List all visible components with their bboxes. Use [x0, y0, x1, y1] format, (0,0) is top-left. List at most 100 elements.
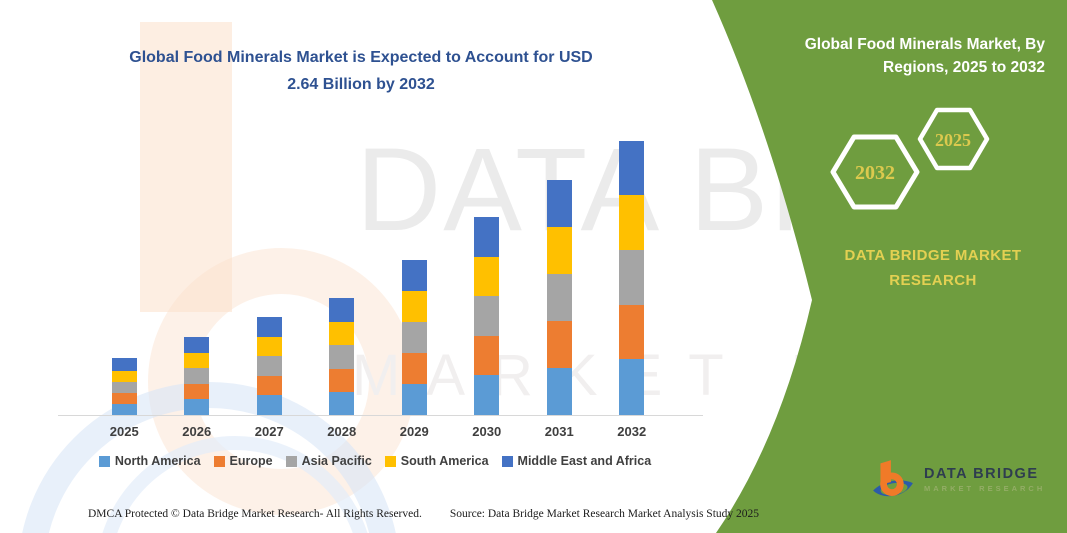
x-axis-label-2026: 2026 — [182, 424, 212, 439]
bar-segment-2032-middle-east-and-africa — [619, 141, 645, 195]
bar-segment-2030-europe — [474, 336, 500, 375]
legend-item-asia-pacific: Asia Pacific — [285, 454, 372, 468]
chart-title: Global Food Minerals Market is Expected … — [96, 44, 626, 98]
legend-swatch-icon — [285, 455, 297, 467]
brand-text-line2: RESEARCH — [889, 272, 977, 289]
bar-segment-2026-middle-east-and-africa — [184, 337, 210, 353]
bar-segment-2030-middle-east-and-africa — [474, 217, 500, 257]
legend-swatch-icon — [213, 455, 225, 467]
bar-segment-2027-europe — [256, 376, 282, 395]
bar-segment-2029-middle-east-and-africa — [401, 260, 427, 291]
bar-segment-2030-asia-pacific — [474, 296, 500, 336]
x-axis-labels: 2025 2026 2027 2028 2029 2030 2031 2032 — [88, 424, 668, 439]
stacked-bar-2031 — [546, 180, 572, 415]
stacked-bar-2026 — [184, 337, 210, 415]
company-logo-icon — [873, 460, 913, 497]
legend-label: Asia Pacific — [301, 454, 372, 468]
bar-segment-2025-north-america — [111, 404, 137, 415]
bar-segment-2028-asia-pacific — [329, 345, 355, 369]
bar-segment-2032-north-america — [619, 359, 645, 415]
bar-slot-2031 — [523, 130, 596, 415]
legend-swatch-icon — [98, 455, 110, 467]
bar-segment-2027-south-america — [256, 337, 282, 356]
bar-segment-2032-asia-pacific — [619, 250, 645, 305]
hexagon-2025 — [917, 107, 990, 171]
x-axis-label-2031: 2031 — [544, 424, 574, 439]
x-axis-line — [58, 415, 703, 416]
legend-label: South America — [400, 454, 489, 468]
x-axis-label-2027: 2027 — [254, 424, 284, 439]
chart-title-line1: Global Food Minerals Market is Expected … — [129, 49, 593, 66]
footer-dmca-text: DMCA Protected © Data Bridge Market Rese… — [88, 508, 422, 520]
legend-label: Europe — [229, 454, 273, 468]
bar-segment-2028-middle-east-and-africa — [329, 298, 355, 322]
bar-slot-2029 — [378, 130, 451, 415]
x-axis-label-2029: 2029 — [399, 424, 429, 439]
bar-segment-2030-south-america — [474, 257, 500, 296]
bar-segment-2027-asia-pacific — [256, 356, 282, 376]
bar-segment-2030-north-america — [474, 375, 500, 415]
bar-segment-2032-south-america — [619, 195, 645, 250]
stacked-bar-2029 — [401, 260, 427, 415]
bar-slot-2025 — [88, 130, 161, 415]
bar-segment-2025-asia-pacific — [111, 382, 137, 393]
bar-segment-2025-south-america — [111, 371, 137, 382]
bar-segment-2031-asia-pacific — [546, 274, 572, 321]
brand-text-line1: DATA BRIDGE MARKET — [844, 247, 1022, 264]
legend-item-north-america: North America — [98, 454, 201, 468]
bar-segment-2027-middle-east-and-africa — [256, 317, 282, 337]
company-logo-text: DATA BRIDGE MARKET RESEARCH — [924, 466, 1045, 493]
bar-slot-2028 — [306, 130, 379, 415]
bar-slot-2030 — [451, 130, 524, 415]
bar-segment-2028-south-america — [329, 322, 355, 345]
bar-segment-2026-north-america — [184, 399, 210, 415]
side-panel-title: Global Food Minerals Market, By Regions,… — [715, 33, 1045, 79]
bar-segment-2028-north-america — [329, 392, 355, 415]
legend-item-middle-east-and-africa: Middle East and Africa — [501, 454, 652, 468]
bar-segment-2028-europe — [329, 369, 355, 392]
company-logo-subtitle: MARKET RESEARCH — [924, 483, 1046, 493]
x-axis-label-2030: 2030 — [472, 424, 502, 439]
hexagon-2032 — [830, 134, 920, 210]
chart-title-line2: 2.64 Billion by 2032 — [287, 76, 435, 93]
stacked-bar-2025 — [111, 358, 137, 415]
side-panel-title-line1: Global Food Minerals Market, By — [804, 36, 1045, 53]
bar-slot-2032 — [596, 130, 669, 415]
company-logo-name: DATA BRIDGE — [924, 465, 1039, 482]
bar-segment-2029-europe — [401, 353, 427, 384]
brand-text: DATA BRIDGE MARKET RESEARCH — [823, 243, 1043, 293]
bar-segment-2031-north-america — [546, 368, 572, 415]
bar-plot — [88, 130, 668, 415]
hexagon-2025-label: 2025 — [935, 130, 971, 150]
legend-item-south-america: South America — [384, 454, 489, 468]
footer: DMCA Protected © Data Bridge Market Rese… — [88, 508, 759, 520]
bar-segment-2027-north-america — [256, 395, 282, 415]
x-axis-label-2028: 2028 — [327, 424, 357, 439]
stacked-bar-2027 — [256, 317, 282, 415]
stacked-bar-2028 — [329, 298, 355, 415]
legend-label: North America — [114, 454, 201, 468]
bar-segment-2025-europe — [111, 393, 137, 404]
footer-source-text: Source: Data Bridge Market Research Mark… — [449, 508, 760, 520]
hexagon-2032-label: 2032 — [855, 162, 895, 184]
legend-item-europe: Europe — [213, 454, 273, 468]
bar-segment-2029-asia-pacific — [401, 322, 427, 353]
legend-swatch-icon — [384, 455, 396, 467]
bar-segment-2026-south-america — [184, 353, 210, 368]
bar-segment-2029-north-america — [401, 384, 427, 415]
legend-swatch-icon — [501, 455, 513, 467]
company-logo: DATA BRIDGE MARKET RESEARCH — [870, 456, 1045, 502]
bar-segment-2025-middle-east-and-africa — [111, 358, 137, 371]
side-panel-shape — [712, 0, 1067, 533]
stacked-bar-2032 — [619, 141, 645, 415]
year-hexagons: 2025 2032 — [830, 107, 990, 210]
bar-segment-2026-europe — [184, 384, 210, 399]
x-axis-label-2032: 2032 — [617, 424, 647, 439]
side-panel-title-line2: Regions, 2025 to 2032 — [883, 59, 1045, 76]
stacked-bar-2030 — [474, 217, 500, 415]
legend-label: Middle East and Africa — [517, 454, 652, 468]
bar-segment-2032-europe — [619, 305, 645, 359]
bar-segment-2029-south-america — [401, 291, 427, 322]
